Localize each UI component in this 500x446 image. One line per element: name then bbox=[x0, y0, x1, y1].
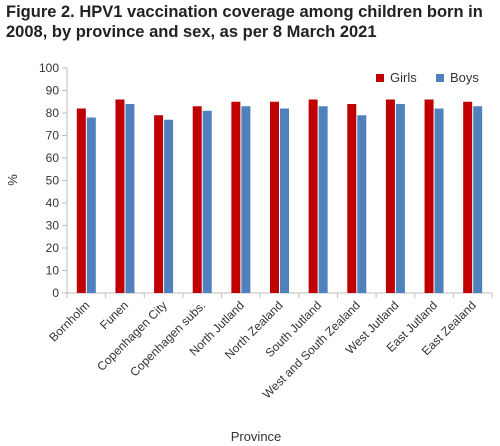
chart-title: Figure 2. HPV1 vaccination coverage amon… bbox=[6, 3, 483, 41]
x-tick-label: Funen bbox=[97, 298, 131, 332]
bar-boys bbox=[434, 108, 444, 293]
y-axis-title: % bbox=[5, 174, 20, 186]
bar-girls bbox=[385, 99, 395, 293]
y-tick-label: 90 bbox=[46, 84, 60, 98]
y-tick-label: 20 bbox=[46, 241, 60, 255]
bar-girls bbox=[76, 108, 86, 293]
bar-boys bbox=[395, 104, 405, 293]
bar-girls bbox=[347, 104, 357, 293]
y-tick-label: 0 bbox=[52, 286, 59, 300]
x-tick-label: Copenhagen City bbox=[94, 298, 169, 373]
y-tick-label: 100 bbox=[39, 61, 59, 75]
bar-boys bbox=[357, 115, 367, 293]
bar-boys bbox=[473, 106, 483, 293]
bar-boys bbox=[202, 110, 212, 293]
y-tick-label: 10 bbox=[46, 264, 60, 278]
bar-girls bbox=[154, 115, 164, 293]
bar-girls bbox=[115, 99, 125, 293]
bar-boys bbox=[280, 108, 289, 293]
y-tick-label: 50 bbox=[46, 174, 60, 188]
y-tick-label: 30 bbox=[46, 219, 60, 233]
bar-boys bbox=[125, 104, 135, 293]
bar-boys bbox=[318, 106, 328, 293]
legend-label-girls: Girls bbox=[390, 70, 417, 85]
bar-girls bbox=[463, 101, 473, 293]
y-tick-label: 80 bbox=[46, 106, 60, 120]
x-tick-label: Bornholm bbox=[46, 298, 92, 344]
y-tick-label: 60 bbox=[46, 151, 60, 165]
bar-boys bbox=[86, 117, 96, 293]
bars bbox=[76, 99, 483, 293]
x-axis-title: Province bbox=[231, 429, 282, 444]
y-tick-label: 40 bbox=[46, 196, 60, 210]
legend: Girls Boys bbox=[376, 70, 479, 85]
bar-boys bbox=[241, 106, 251, 293]
bar-girls bbox=[308, 99, 318, 293]
bar-girls bbox=[270, 101, 279, 293]
y-axis: 0 10 20 30 40 50 60 70 80 90 100 bbox=[39, 61, 68, 300]
legend-label-boys: Boys bbox=[450, 70, 479, 85]
y-tick-label: 70 bbox=[46, 129, 60, 143]
bar-girls bbox=[424, 99, 434, 293]
bar-boys bbox=[164, 119, 174, 293]
legend-swatch-boys bbox=[436, 74, 444, 82]
legend-swatch-girls bbox=[376, 74, 384, 82]
bar-girls bbox=[192, 106, 202, 293]
bar-girls bbox=[231, 101, 241, 293]
